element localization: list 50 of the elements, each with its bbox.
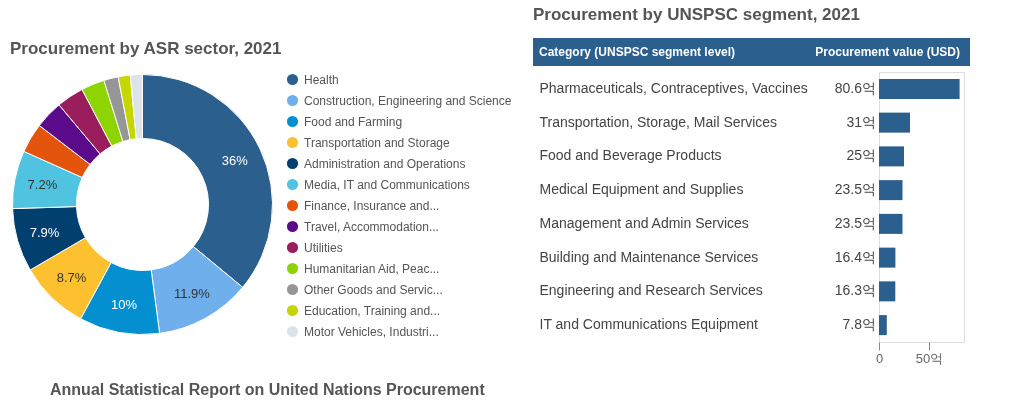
data-label: 23.5억 <box>834 181 876 198</box>
legend-label: Health <box>304 72 339 87</box>
bar <box>879 146 904 167</box>
legend-label: Finance, Insurance and... <box>304 198 440 213</box>
legend-label: Travel, Accommodation... <box>304 219 439 234</box>
legend-label: Education, Training and... <box>304 303 441 318</box>
y-tick-label: Food and Beverage Products <box>539 147 722 164</box>
data-label: 10% <box>111 296 138 312</box>
bar <box>879 281 896 302</box>
data-label: 8.7% <box>56 269 87 285</box>
bar <box>879 78 960 99</box>
bar <box>879 315 887 336</box>
data-label: 7.9% <box>29 224 60 240</box>
data-label: 80.6억 <box>834 79 876 96</box>
y-tick-label: Transportation, Storage, Mail Services <box>539 113 778 130</box>
y-axis-title: Category (UNSPSC segment level) <box>539 45 736 59</box>
legend-label: Other Goods and Servic... <box>304 282 443 297</box>
legend-label: Media, IT and Communications <box>304 177 470 192</box>
legend-label: Administration and Operations <box>304 156 466 171</box>
legend-label: Food and Farming <box>304 114 403 129</box>
data-label: 31억 <box>846 113 876 130</box>
legend-label: Transportation and Storage <box>304 135 450 150</box>
data-label: 16.3억 <box>834 282 876 299</box>
bar <box>879 112 910 133</box>
y-tick-label: Pharmaceuticals, Contraceptives, Vaccines <box>539 79 808 96</box>
data-label: 7.2% <box>27 176 58 192</box>
y-tick-label: Management and Admin Services <box>539 214 749 231</box>
data-label: 25억 <box>846 147 876 164</box>
bar <box>879 180 903 201</box>
y-tick-label: IT and Communications Equipment <box>539 316 759 333</box>
x-tick-label: 0 <box>875 350 884 366</box>
data-label: 11.9% <box>173 285 211 301</box>
text: Procurement by UNSPSC segment, 2021 <box>533 5 860 24</box>
legend-label: Utilities <box>304 240 343 255</box>
y-tick-label: Building and Maintenance Services <box>539 248 759 265</box>
chart-title: Procurement by ASR sector, 2021 <box>10 39 282 58</box>
x-axis-title: Procurement value (USD) <box>815 45 960 59</box>
legend-label: Humanitarian Aid, Peac... <box>304 261 440 276</box>
data-label: 36% <box>221 153 249 169</box>
data-label: 7.8억 <box>842 316 876 333</box>
y-tick-label: Medical Equipment and Supplies <box>539 181 744 198</box>
data-label: 23.5억 <box>834 214 876 231</box>
legend-label: Motor Vehicles, Industri... <box>304 324 439 339</box>
bar <box>879 213 903 234</box>
y-tick-label: Engineering and Research Services <box>539 282 763 299</box>
text: Annual Statistical Report on United Nations Procurement <box>50 381 486 398</box>
data-label: 16.4억 <box>834 248 876 265</box>
bar <box>879 247 896 268</box>
x-tick-label: 50억 <box>915 350 944 366</box>
legend-label: Construction, Engineering and Science <box>304 93 512 108</box>
